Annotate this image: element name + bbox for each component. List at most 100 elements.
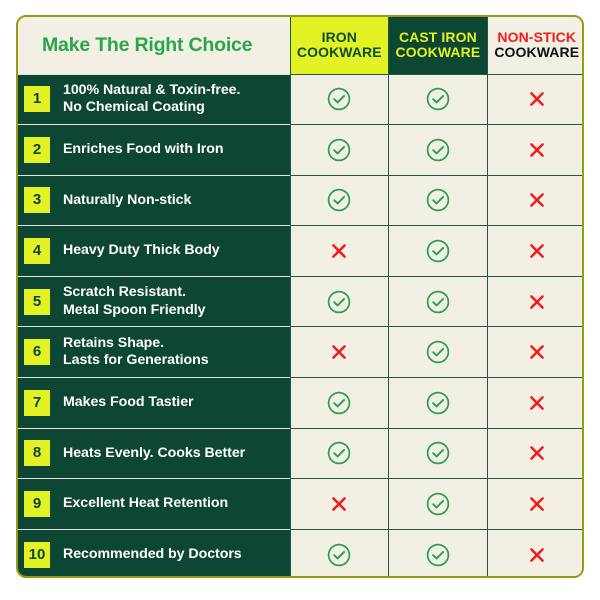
- check-circle-icon: [326, 187, 352, 213]
- feature-label-text: Heats Evenly. Cooks Better: [63, 445, 253, 462]
- feature-label-text: Naturally Non-stick: [63, 192, 199, 209]
- check-circle-icon: [326, 390, 352, 416]
- cross-icon: [525, 391, 549, 415]
- column-header-non-stick-line2: COOKWARE: [494, 44, 580, 61]
- comparison-cell: [289, 225, 389, 277]
- check-circle-icon: [425, 491, 451, 517]
- feature-label-line: Lasts for Generations: [63, 352, 209, 369]
- comparison-cell: [289, 478, 389, 530]
- comparison-cell: [289, 73, 389, 125]
- table-header: Make The Right Choice IRON COOKWARE CAST…: [18, 17, 582, 74]
- table-row: 9 Excellent Heat Retention: [18, 478, 582, 530]
- feature-label-cell: 9 Excellent Heat Retention: [18, 478, 290, 530]
- check-circle-icon: [425, 238, 451, 264]
- table-row: 3 Naturally Non-stick: [18, 174, 582, 226]
- comparison-cell: [289, 528, 389, 576]
- check-circle-icon: [425, 86, 451, 112]
- row-number-badge: 5: [24, 288, 50, 315]
- feature-label-text: Heavy Duty Thick Body: [63, 242, 228, 259]
- feature-label-line: 100% Natural & Toxin-free.: [63, 81, 241, 98]
- table-row: 2 Enriches Food with Iron: [18, 124, 582, 176]
- cross-icon: [525, 543, 549, 567]
- column-header-non-stick-cookware: NON-STICK COOKWARE: [486, 17, 582, 74]
- feature-label-cell: 5 Scratch Resistant. Metal Spoon Friendly: [18, 275, 290, 327]
- table-row: 7 Makes Food Tastier: [18, 377, 582, 429]
- column-header-iron-line2: COOKWARE: [296, 44, 382, 61]
- table-row: 6 Retains Shape. Lasts for Generations: [18, 326, 582, 378]
- cross-icon: [525, 290, 549, 314]
- table-row: 1 100% Natural & Toxin-free. No Chemical C…: [18, 73, 582, 125]
- feature-label-cell: 7 Makes Food Tastier: [18, 377, 290, 429]
- row-number-badge: 7: [24, 389, 50, 416]
- feature-label-cell: 8 Heats Evenly. Cooks Better: [18, 427, 290, 479]
- cross-icon: [525, 188, 549, 212]
- comparison-cell: [486, 275, 582, 327]
- feature-label-text: 100% Natural & Toxin-free. No Chemical Co…: [63, 82, 248, 117]
- feature-label-line: Enriches Food with Iron: [63, 141, 224, 158]
- check-circle-icon: [326, 289, 352, 315]
- row-number-badge: 2: [24, 136, 50, 163]
- comparison-cell: [486, 377, 582, 429]
- feature-label-line: No Chemical Coating: [63, 99, 205, 116]
- check-circle-icon: [326, 440, 352, 466]
- comparison-cell: [289, 427, 389, 479]
- column-header-cast-iron-line2: COOKWARE: [395, 44, 481, 61]
- comparison-cell: [388, 427, 488, 479]
- cross-icon: [525, 138, 549, 162]
- comparison-cell: [388, 73, 488, 125]
- comparison-cell: [388, 124, 488, 176]
- comparison-cell: [486, 427, 582, 479]
- comparison-cell: [486, 124, 582, 176]
- table-row: 8 Heats Evenly. Cooks Better: [18, 427, 582, 479]
- cross-icon: [327, 492, 351, 516]
- check-circle-icon: [425, 289, 451, 315]
- table-row: 4 Heavy Duty Thick Body: [18, 225, 582, 277]
- comparison-cell: [486, 174, 582, 226]
- feature-label-text: Excellent Heat Retention: [63, 495, 236, 512]
- check-circle-icon: [425, 440, 451, 466]
- feature-label-text: Makes Food Tastier: [63, 394, 202, 411]
- feature-label-line: Retains Shape.: [63, 334, 165, 351]
- feature-label-line: Naturally Non-stick: [63, 191, 192, 208]
- comparison-cell: [289, 377, 389, 429]
- column-header-cast-iron-line1: CAST IRON: [398, 28, 477, 45]
- feature-label-text: Retains Shape. Lasts for Generations: [63, 335, 217, 370]
- row-number-badge: 1: [24, 86, 50, 113]
- feature-label-line: Heavy Duty Thick Body: [63, 242, 220, 259]
- feature-label-cell: 3 Naturally Non-stick: [18, 174, 290, 226]
- column-header-iron-cookware: IRON COOKWARE: [289, 17, 389, 74]
- feature-label-text: Scratch Resistant. Metal Spoon Friendly: [63, 284, 213, 319]
- check-circle-icon: [425, 137, 451, 163]
- feature-label-line: Excellent Heat Retention: [63, 495, 229, 512]
- feature-label-line: Recommended by Doctors: [63, 546, 242, 563]
- comparison-cell: [388, 275, 488, 327]
- row-number-badge: 4: [24, 238, 50, 265]
- comparison-cell: [388, 326, 488, 378]
- check-circle-icon: [425, 542, 451, 568]
- feature-label-line: Metal Spoon Friendly: [63, 301, 206, 318]
- comparison-table-container: Make The Right Choice IRON COOKWARE CAST…: [16, 15, 584, 578]
- table-title-cell: Make The Right Choice: [18, 17, 290, 74]
- column-header-non-stick-line1: NON-STICK: [497, 28, 577, 45]
- comparison-cell: [289, 326, 389, 378]
- comparison-cell: [388, 478, 488, 530]
- page-title: Make The Right Choice: [42, 34, 253, 57]
- comparison-cell: [289, 275, 389, 327]
- row-number-badge: 8: [24, 440, 50, 467]
- comparison-cell: [289, 124, 389, 176]
- feature-label-line: Makes Food Tastier: [63, 394, 194, 411]
- row-number-badge: 6: [24, 339, 50, 366]
- comparison-cell: [486, 225, 582, 277]
- check-circle-icon: [326, 86, 352, 112]
- comparison-cell: [388, 377, 488, 429]
- cross-icon: [525, 239, 549, 263]
- check-circle-icon: [326, 137, 352, 163]
- feature-label-cell: 6 Retains Shape. Lasts for Generations: [18, 326, 290, 378]
- comparison-cell: [388, 528, 488, 576]
- feature-label-cell: 4 Heavy Duty Thick Body: [18, 225, 290, 277]
- feature-label-line: Scratch Resistant.: [63, 284, 186, 301]
- table-body: 1 100% Natural & Toxin-free. No Chemical C…: [18, 73, 582, 576]
- feature-label-text: Recommended by Doctors: [63, 546, 250, 563]
- cross-icon: [327, 239, 351, 263]
